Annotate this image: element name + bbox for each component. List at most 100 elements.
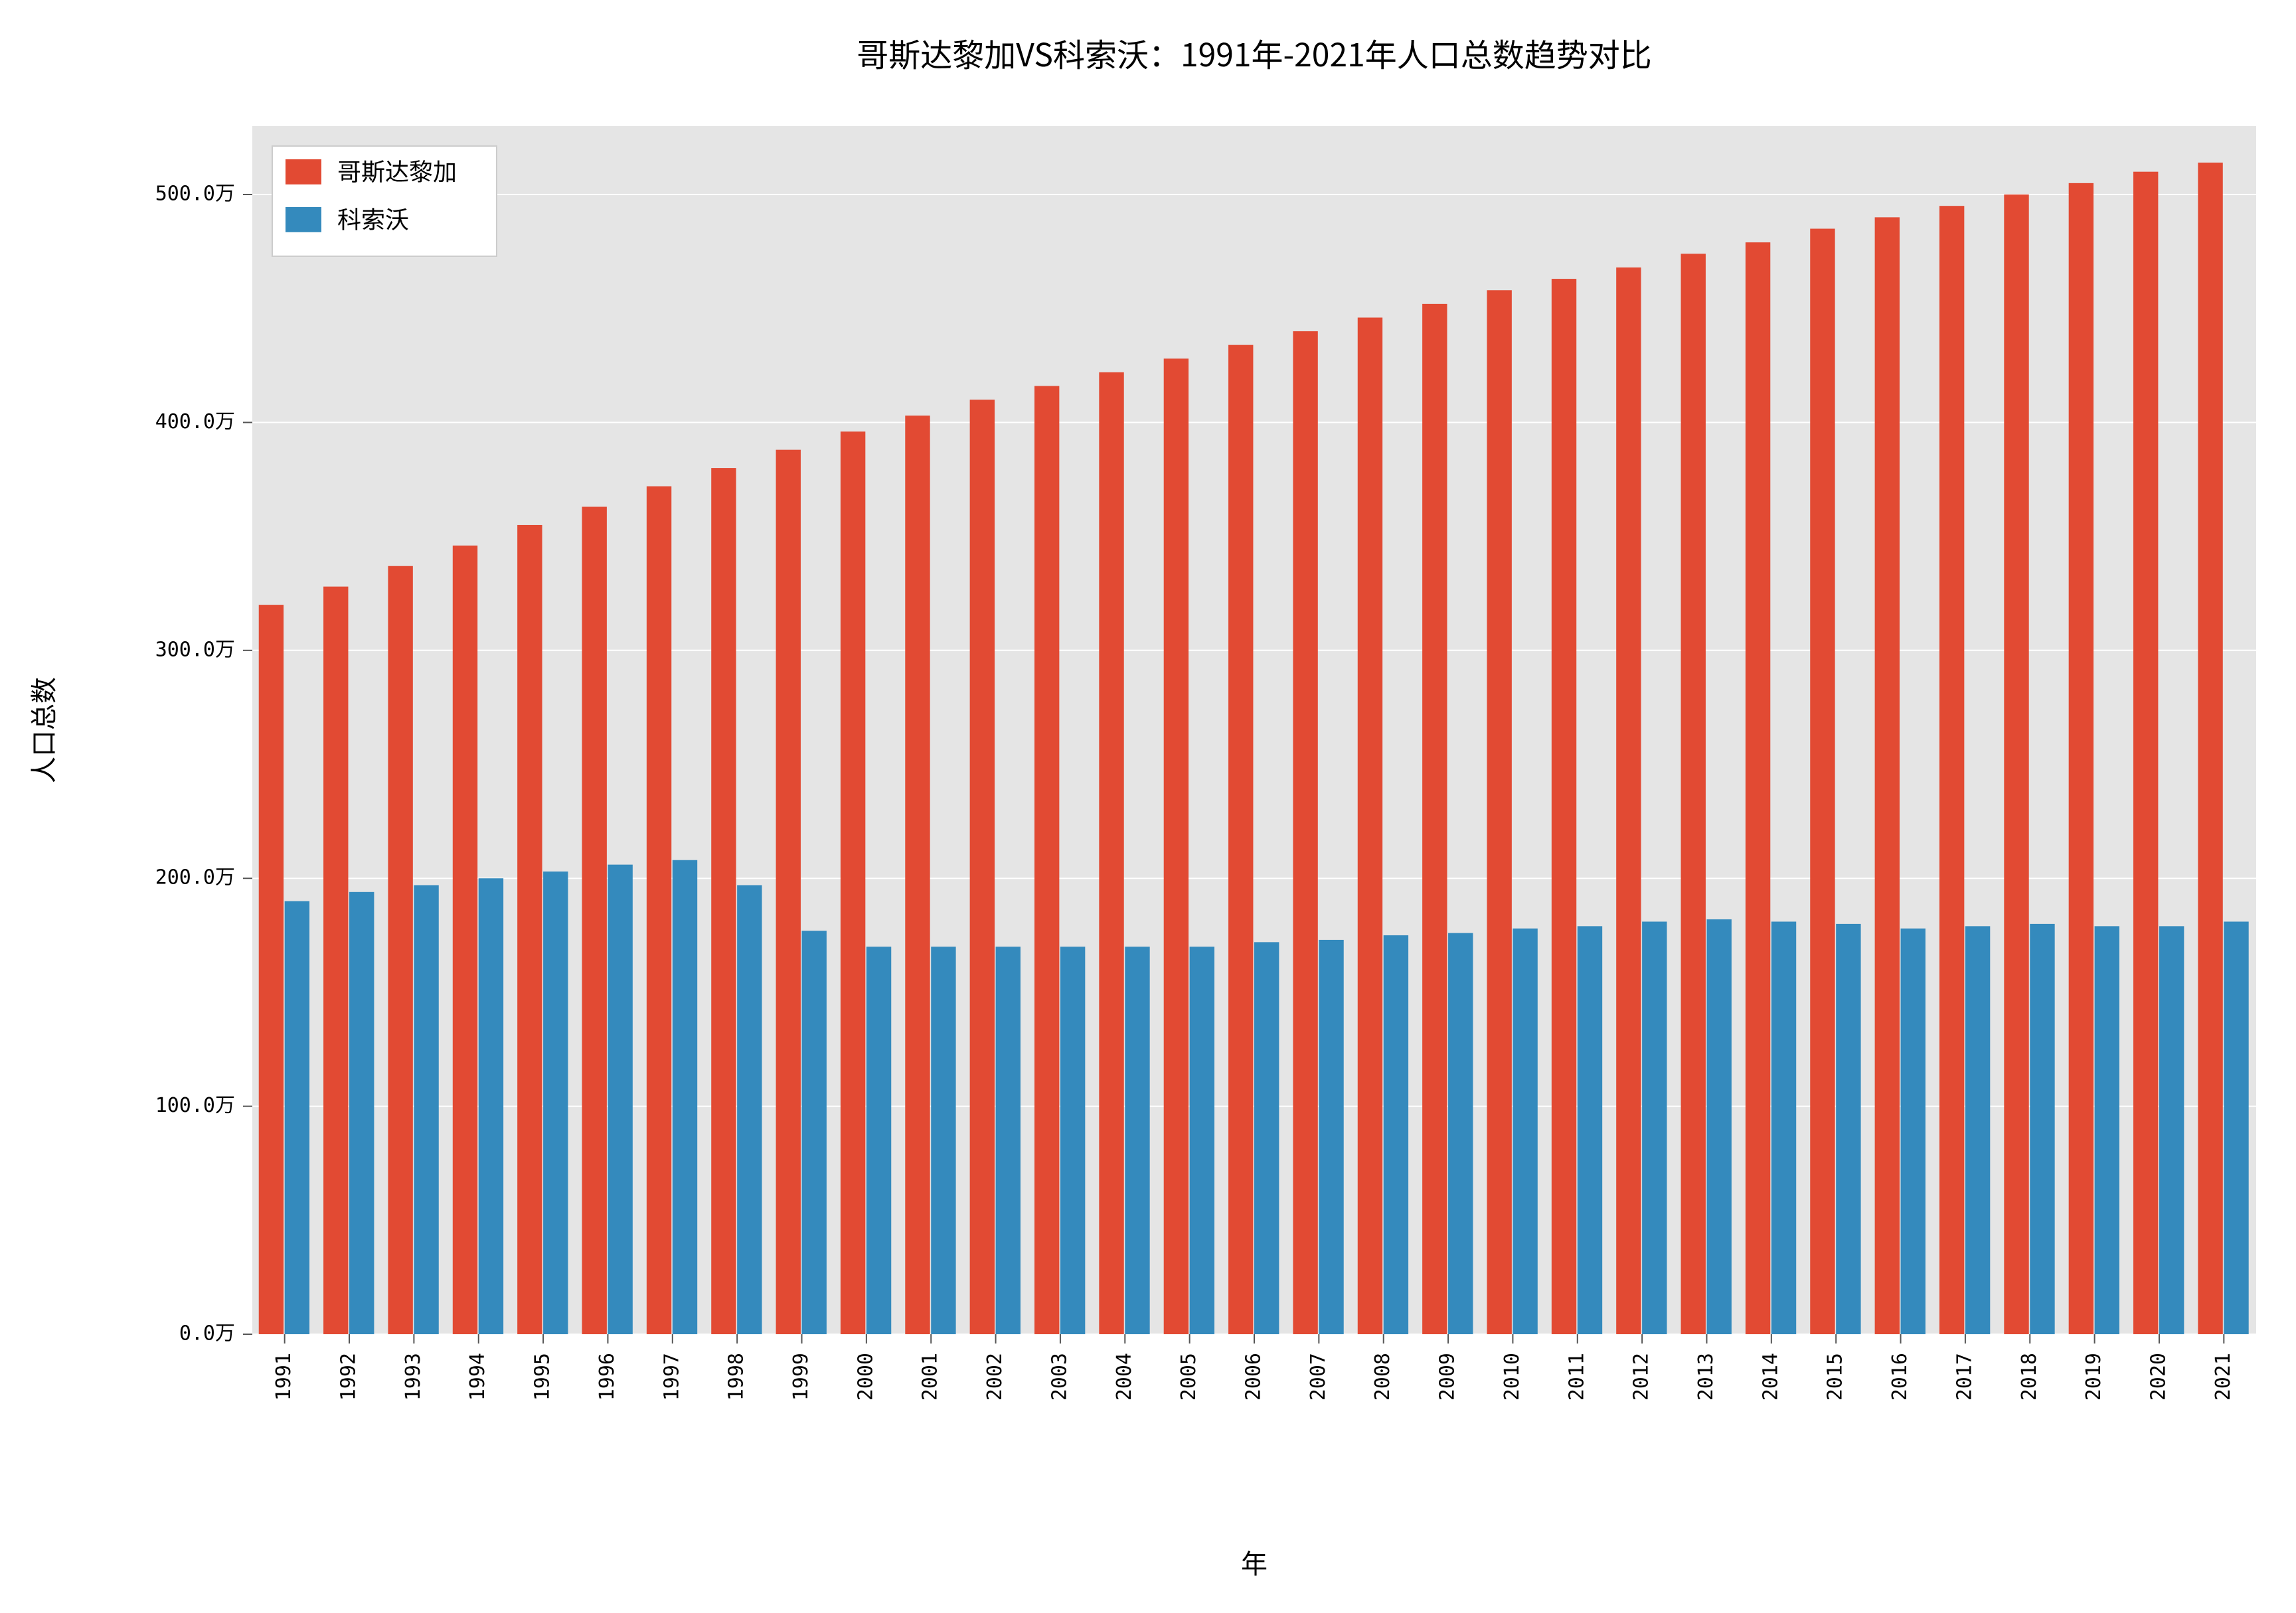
bar bbox=[2030, 924, 2054, 1334]
bar bbox=[1422, 304, 1447, 1334]
bar bbox=[1836, 924, 1860, 1334]
x-tick-label: 2004 bbox=[1113, 1353, 1136, 1401]
bar bbox=[931, 947, 955, 1334]
bar bbox=[608, 865, 632, 1334]
bar bbox=[2159, 926, 2184, 1334]
x-tick-label: 2005 bbox=[1177, 1353, 1200, 1401]
y-tick-label: 300.0万 bbox=[155, 638, 235, 661]
x-tick-label: 1994 bbox=[466, 1353, 489, 1401]
bar bbox=[2198, 163, 2222, 1334]
bar bbox=[1616, 268, 1641, 1334]
y-tick-label: 100.0万 bbox=[155, 1094, 235, 1117]
x-tick-label: 1992 bbox=[337, 1353, 361, 1401]
legend-swatch bbox=[286, 159, 321, 185]
bar bbox=[1965, 926, 1990, 1334]
x-tick-label: 2017 bbox=[1953, 1353, 1976, 1401]
x-tick-label: 2012 bbox=[1630, 1353, 1653, 1401]
bar bbox=[673, 860, 697, 1334]
bar bbox=[711, 468, 736, 1334]
bar bbox=[1706, 919, 1731, 1334]
bar bbox=[1228, 345, 1253, 1334]
x-tick-label: 2003 bbox=[1048, 1353, 1071, 1401]
bar bbox=[1487, 290, 1511, 1334]
x-tick-label: 2019 bbox=[2082, 1353, 2105, 1401]
bar bbox=[323, 587, 348, 1334]
bar bbox=[2004, 194, 2028, 1334]
y-tick-label: 400.0万 bbox=[155, 410, 235, 433]
bar bbox=[1448, 933, 1473, 1334]
bar bbox=[970, 400, 995, 1334]
bar bbox=[2133, 172, 2158, 1334]
y-axis-label: 人口总数 bbox=[23, 677, 61, 783]
bar bbox=[1552, 279, 1576, 1334]
bar bbox=[776, 450, 801, 1334]
bar bbox=[1939, 206, 1964, 1334]
x-tick-label: 1991 bbox=[272, 1353, 295, 1401]
bar bbox=[802, 931, 827, 1334]
x-tick-label: 2006 bbox=[1242, 1353, 1266, 1401]
bar bbox=[1681, 254, 1706, 1334]
bar bbox=[1771, 921, 1796, 1334]
x-tick-label: 2001 bbox=[919, 1353, 942, 1401]
chart-container: 0.0万 100.0万 200.0万 300.0万 400.0万 500.0万 1991 19… bbox=[0, 0, 2296, 1613]
bar bbox=[1099, 372, 1123, 1334]
bar bbox=[2224, 921, 2248, 1334]
x-tick-label: 2018 bbox=[2018, 1353, 2041, 1401]
bar bbox=[1578, 926, 1602, 1334]
x-tick-label: 2021 bbox=[2212, 1353, 2235, 1401]
bar bbox=[1875, 217, 1900, 1334]
chart-title: 哥斯达黎加VS科索沃：1991年-2021年人口总数趋势对比 bbox=[857, 29, 1651, 76]
x-tick-label: 1993 bbox=[402, 1353, 425, 1401]
bar bbox=[1384, 935, 1408, 1334]
bar bbox=[905, 416, 930, 1334]
bar bbox=[582, 506, 607, 1334]
x-tick-label: 1996 bbox=[596, 1353, 619, 1401]
x-tick-label: 2016 bbox=[1888, 1353, 1912, 1401]
bar bbox=[1358, 317, 1382, 1334]
bar bbox=[517, 525, 542, 1334]
bar bbox=[1164, 358, 1189, 1334]
bar bbox=[285, 901, 309, 1334]
bar bbox=[414, 885, 438, 1334]
bar bbox=[1513, 929, 1537, 1334]
x-axis-label: 年 bbox=[1241, 1543, 1268, 1581]
bar bbox=[1746, 242, 1770, 1334]
bar bbox=[479, 878, 503, 1334]
bar bbox=[2095, 926, 2119, 1334]
bar bbox=[1293, 331, 1317, 1334]
bar bbox=[2069, 183, 2093, 1334]
bar bbox=[1254, 942, 1279, 1334]
bar bbox=[1810, 229, 1835, 1334]
legend-label: 科索沃 bbox=[337, 201, 409, 236]
bar bbox=[647, 487, 671, 1334]
bar bbox=[388, 566, 412, 1334]
bar bbox=[453, 546, 477, 1334]
legend-swatch bbox=[286, 207, 321, 232]
x-tick-label: 2011 bbox=[1565, 1353, 1588, 1401]
legend-label: 哥斯达黎加 bbox=[337, 153, 457, 188]
x-tick-label: 2013 bbox=[1694, 1353, 1718, 1401]
y-tick-label: 0.0万 bbox=[179, 1322, 235, 1345]
x-tick-label: 1999 bbox=[789, 1353, 813, 1401]
bar bbox=[737, 885, 762, 1334]
y-tick-label: 500.0万 bbox=[155, 183, 235, 206]
bar bbox=[1190, 947, 1214, 1334]
x-tick-label: 2020 bbox=[2147, 1353, 2170, 1401]
bar bbox=[259, 605, 284, 1334]
x-tick-label: 2007 bbox=[1307, 1353, 1330, 1401]
bar bbox=[1642, 921, 1667, 1334]
bar bbox=[1901, 929, 1926, 1334]
x-tick-label: 1997 bbox=[660, 1353, 683, 1401]
bar bbox=[1125, 947, 1149, 1334]
x-tick-label: 2000 bbox=[854, 1353, 877, 1401]
x-tick-label: 2009 bbox=[1436, 1353, 1459, 1401]
x-tick-label: 2014 bbox=[1759, 1353, 1782, 1401]
x-tick-label: 1995 bbox=[531, 1353, 554, 1401]
bar-chart: 0.0万 100.0万 200.0万 300.0万 400.0万 500.0万 1991 19… bbox=[0, 0, 2296, 1613]
x-tick-label: 2002 bbox=[983, 1353, 1007, 1401]
bar bbox=[1319, 940, 1343, 1334]
x-tick-label: 2010 bbox=[1501, 1353, 1524, 1401]
bar bbox=[543, 872, 568, 1334]
bar bbox=[1034, 386, 1059, 1334]
y-tick-label: 200.0万 bbox=[155, 866, 235, 889]
